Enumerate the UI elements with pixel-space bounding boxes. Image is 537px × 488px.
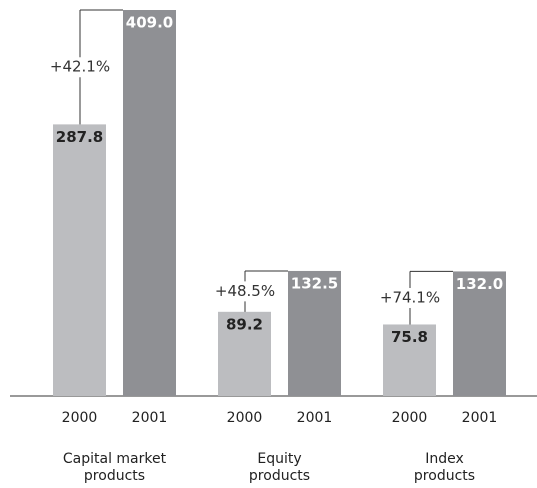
growth-annotation: +74.1% <box>380 288 440 306</box>
value-label: 132.0 <box>456 275 503 293</box>
year-label: 2001 <box>132 410 168 426</box>
year-label: 2000 <box>62 410 98 426</box>
category-label: Capital market products <box>62 451 167 484</box>
value-label: 75.8 <box>391 328 428 346</box>
value-label: 287.8 <box>56 128 103 146</box>
year-label: 2001 <box>462 410 498 426</box>
category-label: Equity products <box>248 451 311 484</box>
bar <box>218 311 271 396</box>
bar <box>288 270 341 396</box>
value-label: 132.5 <box>291 274 338 292</box>
bar <box>123 10 176 396</box>
year-label: 2000 <box>392 410 428 426</box>
bar <box>383 324 436 396</box>
growth-annotation: +42.1% <box>50 58 110 76</box>
bar <box>53 124 106 397</box>
bar <box>453 271 506 396</box>
year-label: 2001 <box>297 410 333 426</box>
growth-annotation: +48.5% <box>215 282 275 300</box>
category-label: Index products <box>413 451 476 484</box>
value-label: 409.0 <box>126 14 173 32</box>
value-label: 89.2 <box>226 315 263 333</box>
year-label: 2000 <box>227 410 263 426</box>
